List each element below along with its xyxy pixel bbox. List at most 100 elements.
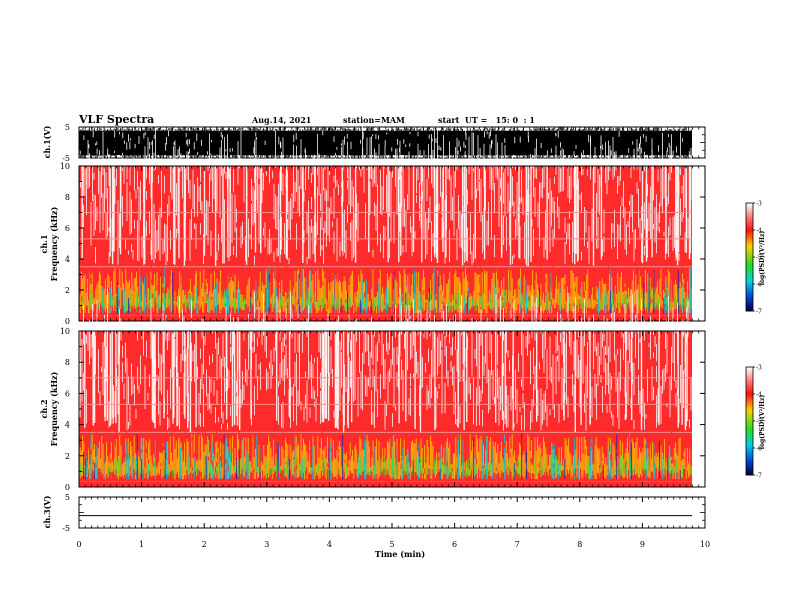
ch1-colorbar-cell-48 bbox=[746, 289, 753, 292]
ch1-colorbar-cell-17 bbox=[746, 233, 753, 236]
xtick-label-7: 7 bbox=[515, 540, 520, 549]
ch2-colorbar-cell-59 bbox=[746, 473, 753, 476]
ch2-spectrogram-ytick-label-1: 2 bbox=[65, 452, 70, 461]
ch1-colorbar-cell-57 bbox=[746, 305, 753, 308]
ch1-colorbar-cell-24 bbox=[746, 246, 753, 249]
ch2-spectrogram-ytick-label-3: 6 bbox=[65, 389, 70, 398]
ch1-spectrogram-yticks: 0 2 4 6 8 10 bbox=[60, 162, 705, 326]
ch2-colorbar-cell-55 bbox=[746, 466, 753, 469]
ch2-colorbar-cell-57 bbox=[746, 469, 753, 472]
ch2-colorbar-cell-44 bbox=[746, 446, 753, 449]
ch1-colorbar-cell-52 bbox=[746, 296, 753, 299]
ch2-spectrogram-yticks: 0 2 4 6 8 10 bbox=[60, 327, 705, 492]
ch2-spectrogram-ylabel-1: ch.2 bbox=[39, 399, 49, 418]
ch2-colorbar-cell-46 bbox=[746, 449, 753, 452]
ch1-colorbar-cell-51 bbox=[746, 294, 753, 297]
ch1-colorbar-cell-8 bbox=[746, 217, 753, 220]
ch1-colorbar-cell-30 bbox=[746, 257, 753, 260]
xtick-label-2: 2 bbox=[202, 540, 207, 549]
ch2-colorbar-cell-40 bbox=[746, 439, 753, 442]
ch1-colorbar-cell-43 bbox=[746, 280, 753, 283]
ch1-colorbar-tick-label-1: -4 bbox=[756, 228, 762, 235]
ch1-colorbar-cell-19 bbox=[746, 237, 753, 240]
ch2-colorbar-cell-24 bbox=[746, 410, 753, 413]
ch2-colorbar-tick-label-2: -5 bbox=[756, 419, 762, 426]
ch2-colorbar: -3 -4 -5 -6 -7 bbox=[745, 365, 762, 480]
ch1-colorbar-cell-14 bbox=[746, 228, 753, 231]
ch1-colorbar-cell-20 bbox=[746, 239, 753, 242]
ch1-colorbar-cell-34 bbox=[746, 264, 753, 267]
ch1-colorbar-cell-2 bbox=[746, 206, 753, 209]
ch1-colorbar-cell-36 bbox=[746, 267, 753, 270]
ch1-spectrogram-ytick-label-2: 4 bbox=[65, 255, 70, 264]
ch2-colorbar-cell-30 bbox=[746, 421, 753, 424]
xtick-label-1: 1 bbox=[139, 540, 144, 549]
ch2-colorbar-cell-3 bbox=[746, 372, 753, 375]
ch1-spectrogram-low-strip bbox=[79, 313, 692, 321]
ch1-colorbar-tick-label-3: -6 bbox=[756, 282, 762, 289]
xtick-label-10: 10 bbox=[700, 540, 710, 549]
ch1-colorbar-cell-18 bbox=[746, 235, 753, 238]
ch1-colorbar-cell-9 bbox=[746, 219, 753, 222]
ch2-colorbar-cell-53 bbox=[746, 462, 753, 465]
ch1-spectrogram-ylabel-2: Frequency (kHz) bbox=[49, 206, 59, 281]
ch2-colorbar-cell-9 bbox=[746, 383, 753, 386]
ch1-colorbar-cell-47 bbox=[746, 287, 753, 290]
ch2-colorbar-tick-label-4: -7 bbox=[756, 473, 762, 480]
ch1-colorbar-cell-5 bbox=[746, 212, 753, 215]
ch1-colorbar-cell-10 bbox=[746, 221, 753, 224]
ch2-colorbar-cell-2 bbox=[746, 370, 753, 373]
ch2-colorbar-cell-14 bbox=[746, 392, 753, 395]
ch1-colorbar-cell-22 bbox=[746, 242, 753, 245]
ch2-colorbar-cell-27 bbox=[746, 415, 753, 418]
ch2-spectrogram-ylabel-2: Frequency (kHz) bbox=[49, 371, 59, 446]
ch2-colorbar-cell-21 bbox=[746, 404, 753, 407]
ch2-spectrogram-ytick-label-0: 0 bbox=[65, 483, 70, 492]
ch1-colorbar-tick-label-2: -5 bbox=[756, 255, 762, 262]
ch2-colorbar-cell-6 bbox=[746, 377, 753, 380]
ch2-colorbar-cell-56 bbox=[746, 467, 753, 470]
ch2-colorbar-cell-45 bbox=[746, 448, 753, 451]
ch1-spectrogram-heatmap bbox=[78, 125, 692, 321]
ch2-colorbar-cell-10 bbox=[746, 385, 753, 388]
ch2-colorbar-cell-32 bbox=[746, 424, 753, 427]
xtick-label-5: 5 bbox=[389, 540, 394, 549]
ch2-spectrogram-ytick-label-2: 4 bbox=[65, 421, 70, 430]
ch1-colorbar-cell-6 bbox=[746, 213, 753, 216]
ch2-colorbar-cell-51 bbox=[746, 458, 753, 461]
date-label: Aug.14, 2021 bbox=[251, 115, 311, 125]
ch2-colorbar-cell-15 bbox=[746, 394, 753, 397]
ch2-colorbar-cell-5 bbox=[746, 376, 753, 379]
ch2-colorbar-cell-23 bbox=[746, 408, 753, 411]
ch2-colorbar-cell-36 bbox=[746, 431, 753, 434]
ch2-spectrogram-low-strip bbox=[79, 479, 692, 487]
ch1-colorbar-cell-21 bbox=[746, 240, 753, 243]
xtick-label-4: 4 bbox=[327, 540, 332, 549]
ch1-colorbar-cell-32 bbox=[746, 260, 753, 263]
ch1-colorbar-cell-59 bbox=[746, 309, 753, 312]
ch1-colorbar-cell-38 bbox=[746, 271, 753, 274]
ch2-colorbar-cell-38 bbox=[746, 435, 753, 438]
ch2-colorbar-cell-13 bbox=[746, 390, 753, 393]
ch2-colorbar-cell-4 bbox=[746, 374, 753, 377]
ch2-colorbar-cell-18 bbox=[746, 399, 753, 402]
ch2-colorbar-cell-26 bbox=[746, 413, 753, 416]
ch2-colorbar-cell-16 bbox=[746, 395, 753, 398]
ch1-colorbar-cell-16 bbox=[746, 231, 753, 234]
ch2-colorbar-cell-37 bbox=[746, 433, 753, 436]
x-axis-ticks: 0 1 2 3 4 5 6 7 8 9 10 bbox=[76, 126, 710, 549]
ch2-colorbar-cell-12 bbox=[746, 388, 753, 391]
start-ut-label: start UT = 15: 0 : 1 bbox=[438, 115, 535, 125]
ch2-colorbar-tick-label-0: -3 bbox=[756, 365, 762, 372]
ch2-colorbar-cell-33 bbox=[746, 426, 753, 429]
ch1-colorbar-cell-39 bbox=[746, 273, 753, 276]
ch2-colorbar-cell-58 bbox=[746, 471, 753, 474]
ch2-colorbar-cell-54 bbox=[746, 464, 753, 467]
ch2-colorbar-cell-52 bbox=[746, 460, 753, 463]
ch2-colorbar-cell-49 bbox=[746, 455, 753, 458]
ch1-waveform-gaps bbox=[79, 130, 690, 159]
figure-title: VLF Spectra bbox=[78, 113, 154, 126]
ch2-colorbar-cell-1 bbox=[746, 368, 753, 371]
station-label: station=MAM bbox=[343, 115, 405, 125]
